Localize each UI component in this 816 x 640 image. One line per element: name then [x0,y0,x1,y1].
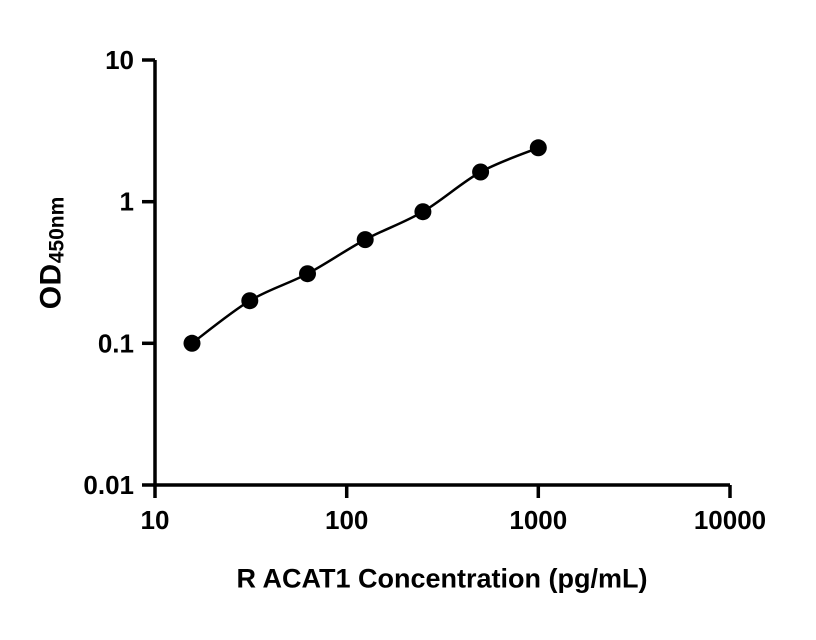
x-tick-label: 10 [141,505,170,535]
data-point-marker [529,139,547,157]
x-tick-label: 1000 [509,505,567,535]
x-tick-label: 100 [325,505,368,535]
data-point-marker [299,265,316,283]
data-point-marker [356,231,374,249]
data-point-marker [472,163,490,181]
data-point-marker [241,292,259,310]
y-tick-label: 1 [120,187,134,217]
y-tick-label: 10 [105,45,134,75]
y-axis-title-main: OD [34,263,68,310]
axes-frame [153,60,730,487]
y-tick-label: 0.1 [98,328,134,358]
y-axis-title: OD450nm [35,197,70,310]
x-tick-label: 10000 [694,505,766,535]
x-axis-title: R ACAT1 Concentration (pg/mL) [236,563,648,594]
y-tick-label: 0.01 [83,470,134,500]
data-point-marker [414,203,432,221]
data-point-marker [183,334,201,352]
y-axis-title-subscript: 450nm [45,196,69,264]
